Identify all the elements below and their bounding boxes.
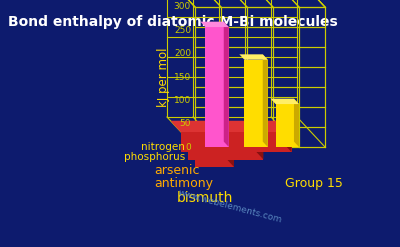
Text: bismuth: bismuth: [177, 191, 233, 205]
Text: 300: 300: [174, 2, 191, 12]
Polygon shape: [244, 60, 268, 147]
Polygon shape: [239, 54, 268, 60]
Text: antimony: antimony: [154, 177, 213, 190]
Polygon shape: [195, 147, 234, 167]
Text: 100: 100: [174, 96, 191, 105]
Polygon shape: [213, 124, 234, 167]
Polygon shape: [206, 27, 229, 147]
Text: 250: 250: [174, 26, 191, 35]
Polygon shape: [172, 123, 263, 140]
Polygon shape: [224, 22, 229, 147]
Text: phosphorus: phosphorus: [124, 152, 185, 162]
Polygon shape: [270, 99, 299, 104]
Polygon shape: [167, 0, 325, 7]
Polygon shape: [188, 140, 263, 160]
Text: 150: 150: [174, 73, 191, 82]
Polygon shape: [170, 121, 292, 132]
Polygon shape: [181, 132, 292, 152]
Polygon shape: [276, 104, 299, 147]
Polygon shape: [200, 22, 229, 27]
Text: Bond enthalpy of diatomic M-Bi molecules: Bond enthalpy of diatomic M-Bi molecules: [8, 15, 338, 29]
Text: Group 15: Group 15: [285, 177, 342, 190]
Polygon shape: [281, 121, 292, 152]
Text: 200: 200: [174, 49, 191, 58]
Text: www.webelements.com: www.webelements.com: [177, 188, 283, 225]
Polygon shape: [195, 7, 325, 147]
Polygon shape: [263, 54, 268, 147]
Text: arsenic: arsenic: [154, 164, 200, 177]
Text: nitrogen: nitrogen: [141, 142, 185, 152]
Polygon shape: [248, 123, 263, 160]
Polygon shape: [174, 124, 234, 147]
Text: 0: 0: [185, 143, 191, 151]
Text: kJ per mol: kJ per mol: [156, 47, 170, 107]
Text: 50: 50: [180, 119, 191, 128]
Polygon shape: [294, 99, 299, 147]
